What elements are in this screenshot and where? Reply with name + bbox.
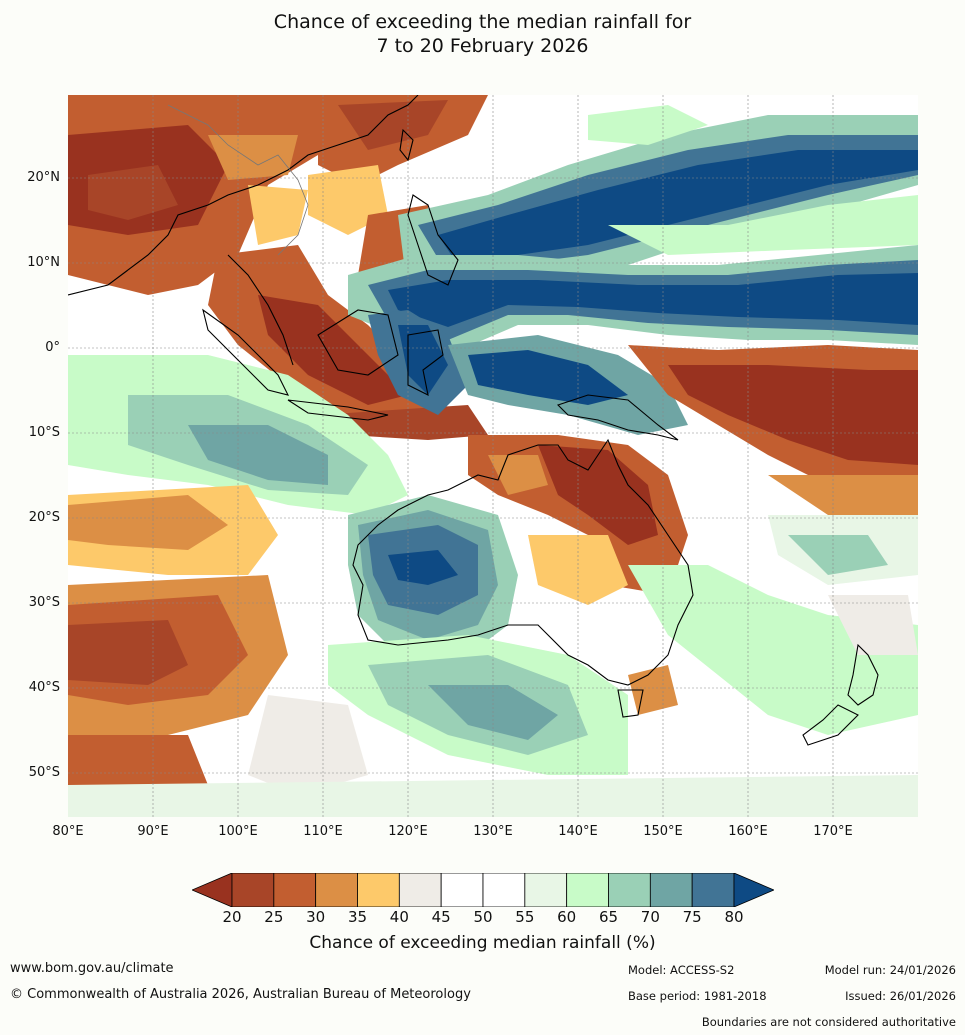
title-line-2: 7 to 20 February 2026 xyxy=(376,35,589,57)
colorbar-swatch xyxy=(398,872,442,908)
lat-label-10s: 10°S xyxy=(28,425,60,440)
colorbar-tick-label: 65 xyxy=(598,908,619,926)
colorbar-tick-label: 60 xyxy=(557,908,577,926)
colorbar-swatch xyxy=(440,872,484,908)
colorbar-svg xyxy=(190,872,776,908)
colorbar-tick-label: 55 xyxy=(515,908,535,926)
lat-label-50s: 50°S xyxy=(28,765,60,780)
website-link[interactable]: www.bom.gov.au/climate xyxy=(10,961,174,976)
lat-label-40s: 40°S xyxy=(28,680,60,695)
colorbar-swatch xyxy=(231,872,275,908)
colorbar-label: Chance of exceeding median rainfall (%) xyxy=(309,933,656,953)
lon-label-90e: 90°E xyxy=(137,824,169,839)
colorbar-tick-label: 80 xyxy=(724,908,744,926)
malay-coast xyxy=(227,254,294,366)
lon-label-100e: 100°E xyxy=(218,824,258,839)
issued-text: Issued: 26/01/2026 xyxy=(845,989,956,1003)
lat-label-30s: 30°S xyxy=(28,595,60,610)
colorbar-swatch xyxy=(357,872,400,908)
lon-label-150e: 150°E xyxy=(643,824,683,839)
borneo-coast xyxy=(317,309,399,376)
lon-label-130e: 130°E xyxy=(473,824,513,839)
colorbar-tick-label: 30 xyxy=(306,908,326,926)
model-text: Model: ACCESS-S2 xyxy=(628,963,735,977)
taiwan-coast xyxy=(399,128,414,162)
colorbar-tick-label: 25 xyxy=(264,908,284,926)
colorbar-tick-label: 70 xyxy=(640,908,660,926)
rainfall-map[interactable] xyxy=(68,95,918,817)
asia-coast xyxy=(68,95,419,296)
java-coast xyxy=(287,399,389,421)
title-line-1: Chance of exceeding the median rainfall … xyxy=(273,11,692,33)
copyright: © Commonwealth of Australia 2026, Austra… xyxy=(10,987,471,1002)
colorbar-swatch xyxy=(649,872,693,908)
sulawesi-coast xyxy=(407,329,444,396)
lat-label-10n: 10°N xyxy=(27,255,60,270)
lon-label-170e: 170°E xyxy=(813,824,853,839)
lon-label-80e: 80°E xyxy=(52,824,84,839)
colorbar-tick-label: 45 xyxy=(431,908,451,926)
coastlines xyxy=(68,95,879,746)
disclaimer-text: Boundaries are not considered authoritat… xyxy=(701,1015,956,1029)
colorbar-tick-label: 75 xyxy=(682,908,702,926)
colorbar xyxy=(190,872,776,908)
lon-label-140e: 140°E xyxy=(558,824,598,839)
lat-label-20n: 20°N xyxy=(27,170,60,185)
sumatra-coast xyxy=(202,308,290,396)
colorbar-swatch xyxy=(482,872,526,908)
lon-label-120e: 120°E xyxy=(388,824,428,839)
australia-coast xyxy=(352,438,694,686)
colorbar-swatch xyxy=(691,872,735,908)
colorbar-swatch xyxy=(273,872,317,908)
map-title: Chance of exceeding the median rainfall … xyxy=(0,10,965,58)
model-run-text: Model run: 24/01/2026 xyxy=(824,963,956,977)
new-guinea-coast xyxy=(556,394,679,441)
colorbar-tick-label: 40 xyxy=(389,908,409,926)
lat-label-20s: 20°S xyxy=(28,510,60,525)
lon-label-160e: 160°E xyxy=(728,824,768,839)
colorbar-extend-high xyxy=(733,872,776,908)
colorbar-swatch xyxy=(524,872,568,908)
colorbar-extend-low xyxy=(190,872,233,908)
tasmania-coast xyxy=(617,689,644,718)
colorbar-tick-label: 20 xyxy=(222,908,242,926)
colorbar-swatch xyxy=(566,872,609,908)
map-canvas xyxy=(68,95,918,817)
colorbar-tick-label: 35 xyxy=(347,908,368,926)
base-period-text: Base period: 1981-2018 xyxy=(628,989,767,1003)
lat-label-0: 0° xyxy=(45,340,60,355)
colorbar-tick-label: 50 xyxy=(473,908,493,926)
lon-label-110e: 110°E xyxy=(303,824,343,839)
philippines-coast xyxy=(407,194,459,286)
colorbar-swatch xyxy=(608,872,651,908)
borders xyxy=(167,104,309,256)
colorbar-swatch xyxy=(315,872,358,908)
graticule xyxy=(68,95,918,817)
new-zealand-coast xyxy=(802,643,879,746)
